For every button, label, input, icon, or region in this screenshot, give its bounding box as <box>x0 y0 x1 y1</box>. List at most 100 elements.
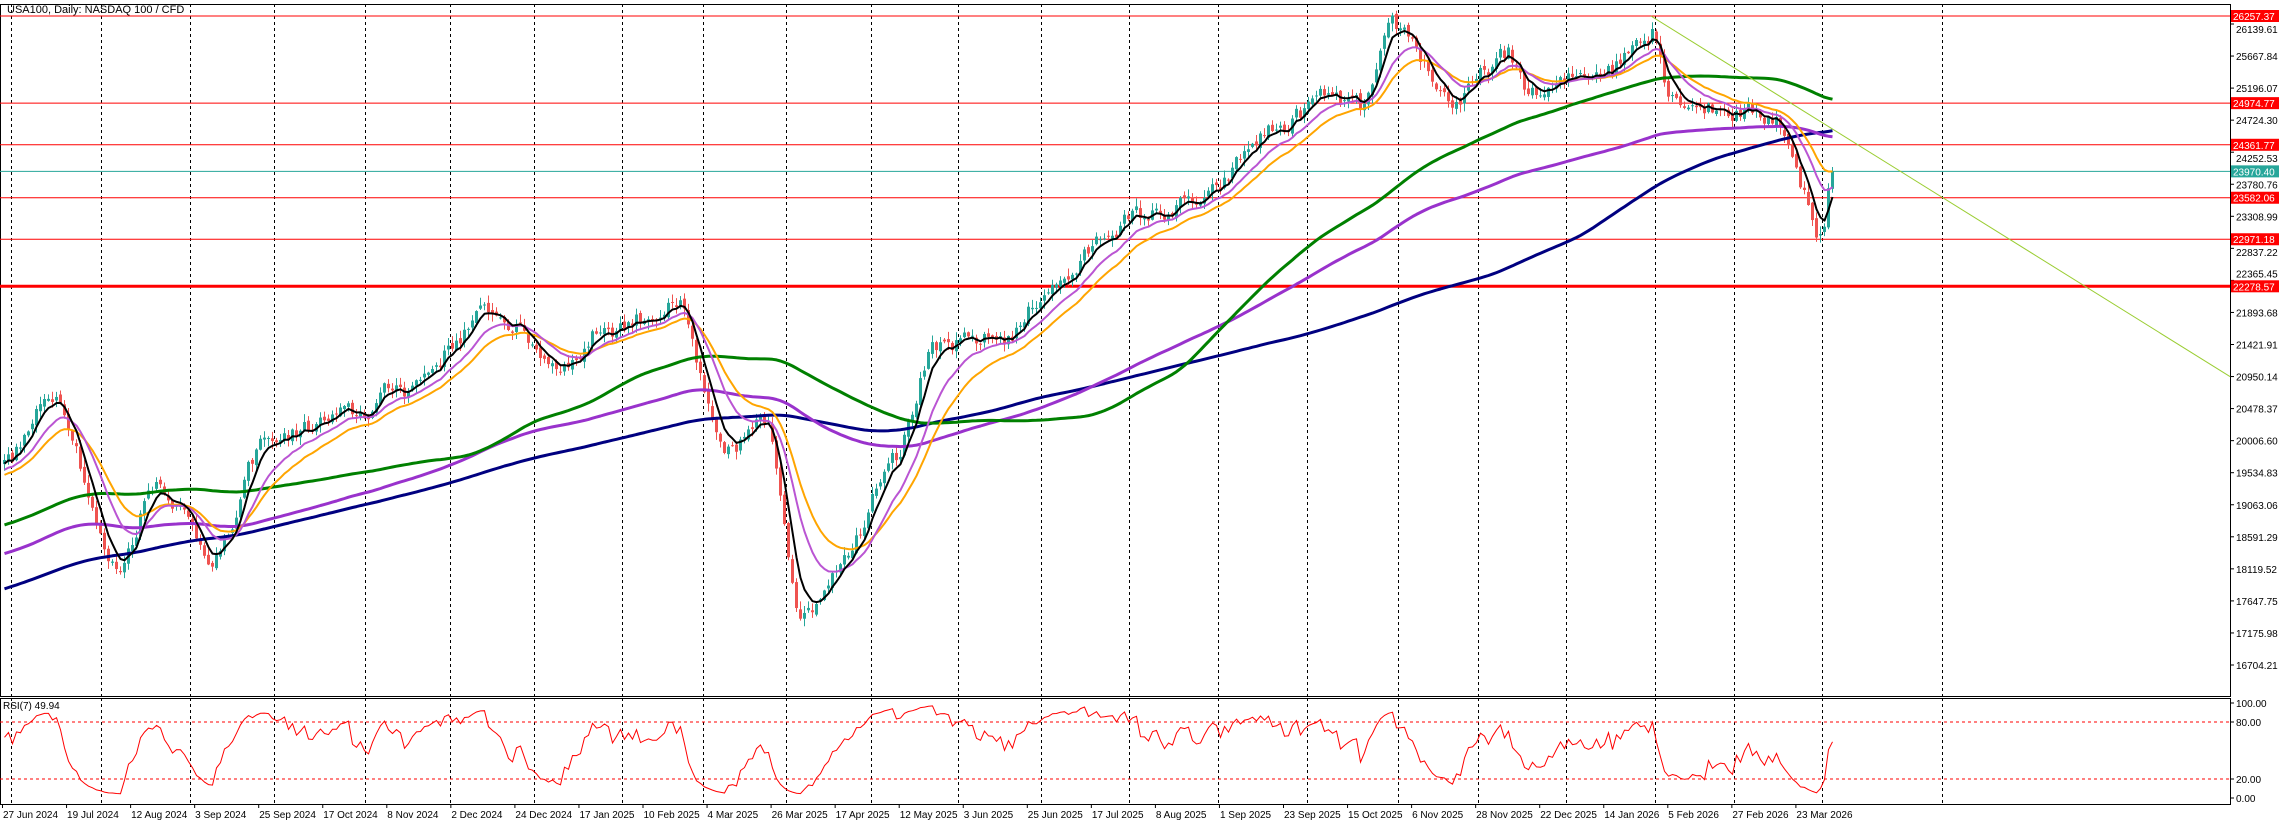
candle-body <box>639 313 642 323</box>
candle-body <box>355 415 358 417</box>
candle <box>1279 121 1282 136</box>
candle-body <box>379 392 382 405</box>
candle-body <box>1547 87 1550 97</box>
candle-body <box>1811 202 1814 221</box>
date-axis-label: 17 Apr 2025 <box>836 810 890 821</box>
candle-body <box>375 403 378 413</box>
date-axis-label: 5 Feb 2026 <box>1668 810 1719 821</box>
candle <box>603 322 606 343</box>
ma-green-line <box>4 74 1833 527</box>
main-panel-frame <box>0 4 2231 697</box>
candle <box>259 435 262 451</box>
candle <box>583 341 586 369</box>
date-axis-label: 22 Dec 2025 <box>1540 810 1597 821</box>
candle-body <box>1191 197 1194 203</box>
ema-black-line <box>3 29 1834 604</box>
candle <box>691 320 694 347</box>
candle <box>991 334 994 344</box>
candle-body <box>1251 143 1254 147</box>
candle-body <box>759 415 762 421</box>
price-axis-label: 20006.60 <box>2236 437 2278 448</box>
candle <box>1275 123 1278 134</box>
candle <box>1811 201 1814 227</box>
candle-body <box>823 590 826 601</box>
candle <box>859 528 862 539</box>
candle <box>355 408 358 424</box>
candle-body <box>251 459 254 464</box>
candle <box>1103 233 1106 241</box>
candle <box>299 429 302 446</box>
rsi-line <box>4 705 1833 795</box>
candle <box>731 441 734 447</box>
candle-body <box>351 402 354 415</box>
candle <box>883 469 886 490</box>
candle-body <box>1535 87 1538 96</box>
candle <box>611 322 614 343</box>
candle-body <box>1407 24 1410 37</box>
candle-body <box>431 369 434 373</box>
candle-body <box>883 471 886 484</box>
candle-body <box>659 317 662 319</box>
candle-body <box>967 332 970 337</box>
candle <box>871 486 874 514</box>
date-axis-label: 14 Jan 2026 <box>1604 810 1659 821</box>
candle <box>1107 230 1110 240</box>
candle-body <box>727 446 730 455</box>
candle <box>275 437 278 448</box>
price-level-label: 22278.57 <box>2233 282 2275 293</box>
candle-body <box>671 301 674 303</box>
chart-title: USA100, Daily: NASDAQ 100 / CFD <box>7 4 185 16</box>
candle-body <box>239 499 242 518</box>
candle-body <box>419 379 422 381</box>
candle-body <box>1123 214 1126 224</box>
candle-body <box>675 305 678 307</box>
price-axis-label: 22365.45 <box>2236 269 2278 280</box>
candle-body <box>667 302 670 318</box>
date-axis-label: 8 Aug 2025 <box>1156 810 1207 821</box>
candle-body <box>703 375 706 393</box>
candle-body <box>1747 102 1750 109</box>
candle-body <box>1187 196 1190 199</box>
candle-body <box>971 335 974 337</box>
candle-body <box>891 452 894 463</box>
candle <box>1595 64 1598 83</box>
candle <box>143 498 146 521</box>
candle-body <box>31 423 34 430</box>
candle <box>1387 18 1390 39</box>
candle-body <box>1667 80 1670 97</box>
candle-body <box>1075 273 1078 275</box>
candle <box>595 327 598 335</box>
candle-body <box>1619 59 1622 64</box>
candle <box>1579 69 1582 76</box>
candle <box>723 441 726 455</box>
candle-body <box>23 434 26 446</box>
candle-body <box>1383 35 1386 49</box>
candle <box>735 441 738 460</box>
candle-body <box>1063 278 1066 283</box>
candle <box>1383 32 1386 56</box>
candle <box>847 552 850 560</box>
candle-body <box>1511 49 1514 63</box>
candle <box>1799 165 1802 189</box>
price-axis-label: 22837.22 <box>2236 248 2278 259</box>
price-level-tag <box>2231 9 2279 22</box>
candle-body <box>1147 219 1150 221</box>
candle-body <box>783 494 786 525</box>
candle <box>403 381 406 405</box>
candle-body <box>415 380 418 386</box>
candle <box>207 547 210 566</box>
date-axis-label: 2 Dec 2024 <box>451 810 503 821</box>
candle <box>727 444 730 459</box>
candle <box>455 333 458 352</box>
candle <box>1215 178 1218 192</box>
candle-body <box>1015 327 1018 339</box>
candle <box>39 396 42 418</box>
candle-body <box>35 409 38 426</box>
candle-body <box>1479 67 1482 82</box>
candle-body <box>563 365 566 372</box>
candle-body <box>711 406 714 418</box>
candle <box>1087 244 1090 257</box>
candle <box>1247 141 1250 157</box>
candle <box>267 436 270 447</box>
